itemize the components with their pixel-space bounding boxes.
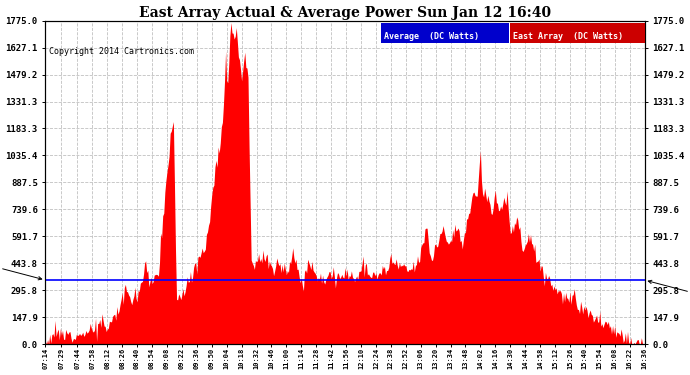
Text: 351.16: 351.16 — [0, 252, 41, 280]
Text: Average  (DC Watts): Average (DC Watts) — [384, 32, 480, 40]
Text: 351.16: 351.16 — [649, 280, 690, 308]
Title: East Array Actual & Average Power Sun Jan 12 16:40: East Array Actual & Average Power Sun Ja… — [139, 6, 551, 20]
Text: Copyright 2014 Cartronics.com: Copyright 2014 Cartronics.com — [49, 47, 194, 56]
Text: East Array  (DC Watts): East Array (DC Watts) — [513, 32, 624, 40]
